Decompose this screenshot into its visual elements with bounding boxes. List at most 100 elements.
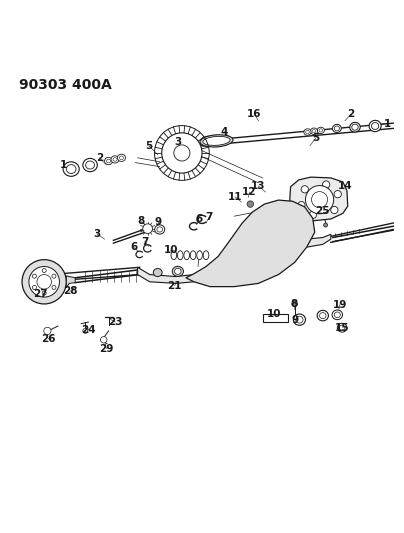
Ellipse shape — [66, 165, 76, 174]
Circle shape — [37, 274, 51, 289]
Text: 14: 14 — [338, 181, 352, 191]
Circle shape — [101, 336, 107, 343]
Ellipse shape — [86, 161, 95, 169]
Circle shape — [298, 201, 305, 209]
Ellipse shape — [332, 124, 341, 132]
Circle shape — [22, 260, 66, 304]
Ellipse shape — [120, 156, 124, 159]
Polygon shape — [138, 235, 331, 284]
Ellipse shape — [200, 135, 233, 147]
Ellipse shape — [197, 251, 202, 260]
Circle shape — [334, 190, 341, 198]
Text: 3: 3 — [94, 229, 101, 239]
Circle shape — [143, 224, 152, 233]
Ellipse shape — [203, 136, 230, 146]
Circle shape — [247, 201, 254, 207]
Circle shape — [42, 291, 46, 295]
Text: 28: 28 — [63, 286, 77, 296]
Text: 11: 11 — [228, 192, 242, 202]
Ellipse shape — [352, 124, 358, 130]
Text: 15: 15 — [335, 322, 349, 333]
Circle shape — [309, 211, 317, 219]
Circle shape — [322, 181, 330, 188]
Text: 4: 4 — [221, 127, 228, 136]
Text: 1: 1 — [383, 118, 391, 128]
Text: 3: 3 — [174, 136, 181, 147]
Circle shape — [311, 192, 328, 208]
Circle shape — [83, 328, 88, 333]
Text: 7: 7 — [141, 237, 149, 247]
Text: 25: 25 — [315, 206, 329, 216]
Text: 2: 2 — [347, 109, 355, 119]
Ellipse shape — [157, 227, 162, 232]
Circle shape — [174, 145, 190, 161]
Ellipse shape — [184, 251, 189, 260]
Text: 26: 26 — [41, 334, 55, 344]
Text: 10: 10 — [267, 309, 282, 319]
Text: 1: 1 — [59, 160, 67, 169]
Ellipse shape — [304, 129, 311, 135]
Text: 12: 12 — [242, 187, 257, 197]
Ellipse shape — [332, 310, 343, 320]
Text: 13: 13 — [251, 181, 265, 191]
Ellipse shape — [153, 269, 162, 277]
Ellipse shape — [296, 316, 303, 323]
Ellipse shape — [337, 324, 347, 332]
Ellipse shape — [111, 156, 119, 163]
Text: 19: 19 — [332, 300, 347, 310]
Text: 6: 6 — [195, 214, 202, 224]
Ellipse shape — [369, 120, 381, 132]
Ellipse shape — [107, 159, 111, 163]
Circle shape — [29, 266, 59, 297]
Text: 10: 10 — [163, 245, 178, 255]
Polygon shape — [263, 314, 288, 322]
Ellipse shape — [155, 225, 165, 234]
Text: 27: 27 — [33, 289, 47, 299]
Circle shape — [52, 286, 56, 289]
Circle shape — [331, 206, 338, 214]
Ellipse shape — [83, 158, 97, 172]
Ellipse shape — [306, 131, 309, 134]
Ellipse shape — [113, 158, 117, 161]
Polygon shape — [202, 135, 231, 147]
Text: 2: 2 — [96, 153, 103, 163]
Text: 6: 6 — [130, 242, 137, 252]
Text: 29: 29 — [99, 344, 114, 353]
Ellipse shape — [320, 312, 326, 319]
Ellipse shape — [177, 251, 183, 260]
Ellipse shape — [312, 130, 316, 133]
Circle shape — [52, 274, 56, 278]
Polygon shape — [66, 276, 75, 288]
Circle shape — [162, 133, 202, 173]
Ellipse shape — [334, 126, 339, 131]
Circle shape — [42, 269, 46, 272]
Ellipse shape — [190, 251, 196, 260]
Ellipse shape — [334, 312, 340, 318]
Ellipse shape — [350, 123, 360, 132]
Text: 7: 7 — [206, 212, 213, 222]
Circle shape — [324, 223, 328, 227]
Ellipse shape — [293, 314, 305, 325]
Ellipse shape — [63, 162, 79, 176]
Text: 24: 24 — [81, 325, 96, 335]
Ellipse shape — [118, 154, 126, 161]
Text: 8: 8 — [290, 298, 297, 309]
Polygon shape — [290, 177, 348, 221]
Circle shape — [305, 185, 334, 214]
Ellipse shape — [372, 123, 379, 130]
Ellipse shape — [310, 128, 318, 134]
Ellipse shape — [317, 127, 324, 134]
Circle shape — [292, 301, 297, 306]
Ellipse shape — [171, 251, 177, 260]
Ellipse shape — [203, 251, 209, 260]
Circle shape — [32, 274, 36, 278]
Text: 9: 9 — [291, 314, 298, 325]
Ellipse shape — [172, 266, 183, 277]
Polygon shape — [186, 200, 315, 287]
Text: 9: 9 — [155, 217, 162, 227]
Text: 8: 8 — [137, 216, 144, 227]
Text: 5: 5 — [312, 133, 319, 143]
Circle shape — [301, 185, 308, 193]
Circle shape — [44, 327, 51, 335]
Circle shape — [32, 286, 36, 289]
